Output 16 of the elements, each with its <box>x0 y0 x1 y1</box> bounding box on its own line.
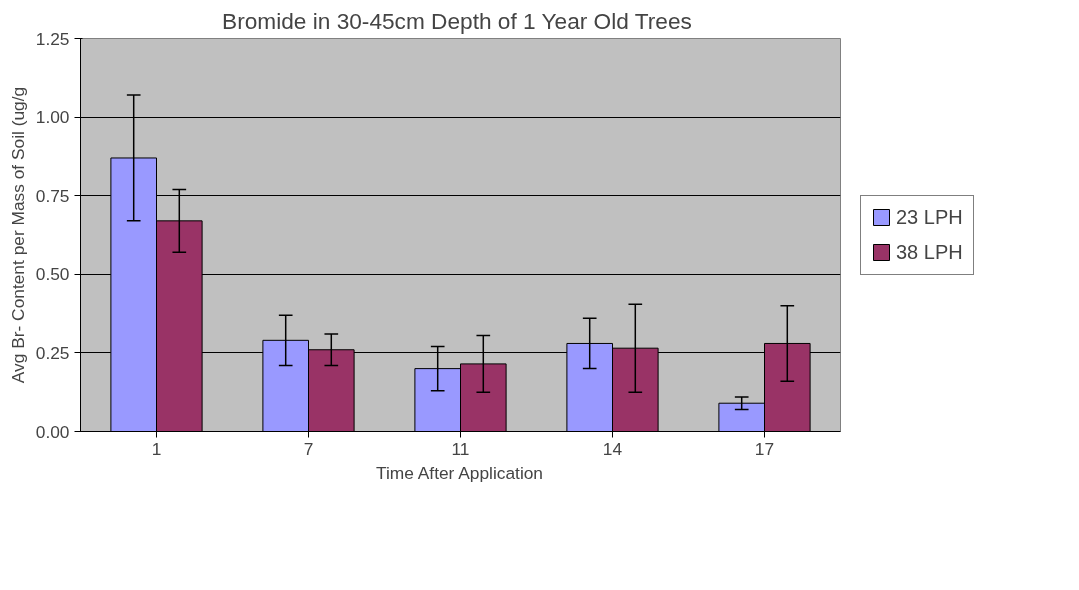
y-tick-label: 1.25 <box>35 28 70 49</box>
legend-label: 23 LPH <box>896 205 963 229</box>
y-tick-label: 0.50 <box>35 264 70 285</box>
x-tick-label: 17 <box>754 438 775 459</box>
x-tick-label: 11 <box>451 438 470 459</box>
x-tick-label: 7 <box>303 438 314 459</box>
y-tick-label: 0.00 <box>35 421 70 442</box>
y-tick-label: 0.25 <box>35 342 70 363</box>
chart-title: Bromide in 30-45cm Depth of 1 Year Old Trees <box>222 7 692 34</box>
legend-label: 38 LPH <box>896 240 963 264</box>
y-axis-title: Avg Br- Content per Mass of Soil (ug/g <box>7 86 28 384</box>
x-tick-label: 1 <box>151 438 162 459</box>
x-axis-title: Time After Application <box>376 462 544 483</box>
y-tick-label: 1.00 <box>35 107 70 128</box>
y-tick-label: 0.75 <box>35 185 70 206</box>
x-tick-label: 14 <box>602 438 623 459</box>
